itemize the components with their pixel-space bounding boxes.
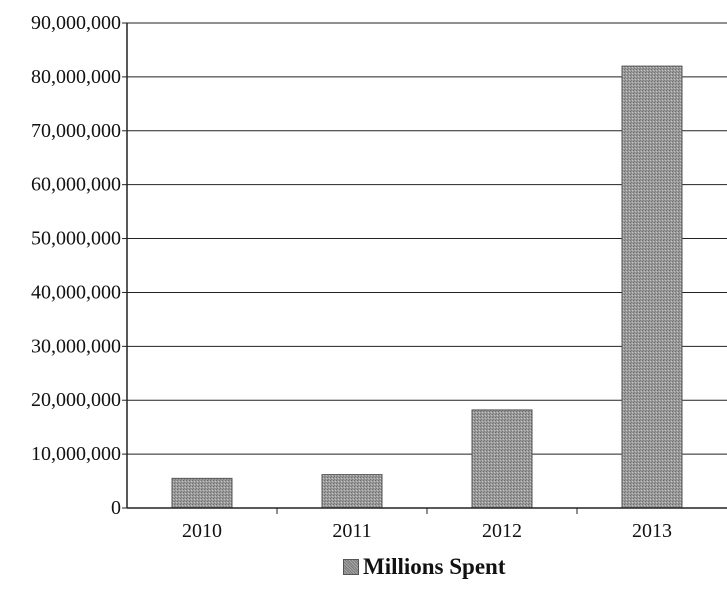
x-tick-label: 2012 — [482, 520, 522, 542]
y-tick-label: 20,000,000 — [31, 389, 121, 411]
bar-2011 — [321, 474, 383, 509]
y-tick-label: 60,000,000 — [31, 174, 121, 196]
legend-swatch — [343, 559, 359, 575]
legend: Millions Spent — [343, 554, 506, 580]
y-tick-label: 70,000,000 — [31, 120, 121, 142]
bar-2012 — [471, 409, 533, 509]
y-tick-label: 10,000,000 — [31, 443, 121, 465]
y-tick-label: 40,000,000 — [31, 281, 121, 303]
bar-2010 — [171, 477, 233, 509]
y-tick-label: 90,000,000 — [31, 12, 121, 34]
axes — [126, 23, 727, 509]
x-tick-label: 2010 — [182, 520, 222, 542]
y-tick-label: 30,000,000 — [31, 335, 121, 357]
x-tick-labels: 2010 2011 2012 2013 — [182, 520, 672, 542]
y-tick-label: 0 — [111, 497, 121, 519]
bar-2013 — [621, 65, 683, 509]
bars — [171, 65, 683, 514]
x-tick-label: 2011 — [332, 520, 371, 542]
y-tick-labels: 0 10,000,000 20,000,000 30,000,000 40,000,00… — [31, 12, 121, 519]
y-tick-label: 80,000,000 — [31, 66, 121, 88]
legend-label: Millions Spent — [363, 554, 506, 579]
x-tick-label: 2013 — [632, 520, 672, 542]
y-tick-label: 50,000,000 — [31, 228, 121, 250]
